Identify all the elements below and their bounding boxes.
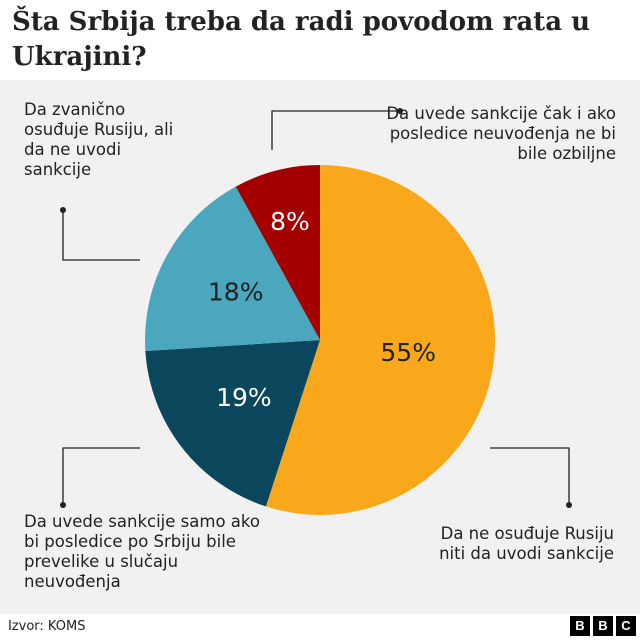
slice-value-label: 18% [208,278,264,307]
pie-slice [145,340,320,507]
bbc-logo: B B C [570,616,636,636]
pie-slice [235,165,320,340]
annotation-bl: Da uvede sankcije samo ako bi posledice … [24,512,260,591]
slice-value-label: 8% [270,207,310,236]
leader-dot-bl [60,502,66,508]
pie-slice [265,165,496,515]
slice-value-label: 19% [216,383,272,412]
annotation-dots [60,108,572,508]
chart-title: Šta Srbija treba da radi povodom rata u … [12,7,590,72]
annotation-leaders [62,110,570,505]
pie-value-labels: 55% 19% 18% 8% [208,207,436,412]
source-note: Izvor: KOMS [8,619,86,634]
slice-value-label: 55% [380,338,436,367]
leader-dot-tr [397,108,403,114]
pie-slices [145,165,496,515]
logo-letter: C [616,616,636,636]
annotation-tl: Da zvanično osuđuje Rusiju, ali da ne uv… [24,100,174,179]
logo-letter: B [593,616,613,636]
leader-line-tr [271,110,400,150]
leader-dot-tl [60,207,66,213]
leader-line-br [490,447,570,505]
logo-letter: B [570,616,590,636]
pie-slice [145,186,320,351]
leader-dot-br [566,502,572,508]
leader-line-tl [62,210,140,261]
annotation-br: Da ne osuđuje Rusiju niti da uvodi sankc… [439,524,614,563]
annotation-tr: Da uvede sankcije čak i ako posledice ne… [386,104,616,163]
leader-line-bl [62,447,140,505]
